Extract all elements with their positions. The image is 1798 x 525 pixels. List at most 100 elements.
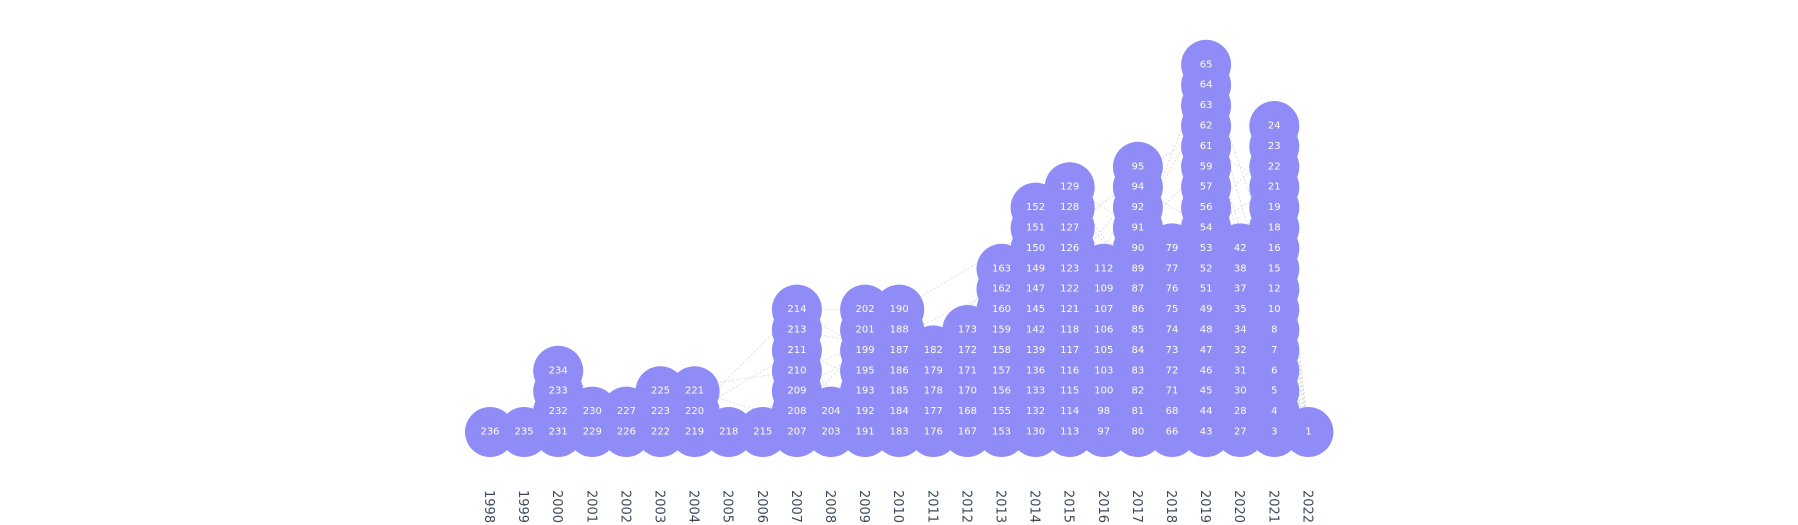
year-tick-label: 2011: [924, 490, 939, 523]
paper-node-label: 210: [787, 365, 806, 376]
paper-node-label: 158: [992, 345, 1011, 356]
paper-node-label: 232: [549, 406, 568, 417]
paper-node-label: 227: [617, 406, 636, 417]
paper-node-label: 195: [856, 365, 875, 376]
paper-node-label: 142: [1026, 325, 1045, 336]
year-tick-label: 2008: [822, 490, 837, 523]
paper-node-label: 94: [1132, 182, 1145, 193]
year-tick-label: 2000: [549, 490, 564, 523]
paper-node-label: 177: [924, 406, 943, 417]
paper-node-label: 59: [1200, 161, 1213, 172]
paper-node-label: 106: [1094, 325, 1113, 336]
paper-node-label: 72: [1166, 365, 1179, 376]
paper-node-label: 35: [1234, 304, 1247, 315]
year-tick-label: 2019: [1197, 490, 1212, 523]
paper-node-label: 105: [1094, 345, 1113, 356]
paper-node[interactable]: [1181, 39, 1232, 90]
paper-node[interactable]: [771, 284, 822, 335]
paper-node-label: 47: [1200, 345, 1213, 356]
paper-node-label: 218: [719, 427, 738, 438]
paper-node-label: 27: [1234, 427, 1247, 438]
paper-node[interactable]: [1112, 141, 1163, 192]
paper-node-label: 75: [1166, 304, 1179, 315]
paper-node-label: 63: [1200, 100, 1213, 111]
year-tick-label: 2014: [1027, 490, 1042, 523]
paper-node-label: 226: [617, 427, 636, 438]
paper-node-label: 30: [1234, 386, 1247, 397]
paper-node-label: 160: [992, 304, 1011, 315]
paper-node-label: 103: [1094, 365, 1113, 376]
paper-node-label: 76: [1166, 284, 1179, 295]
paper-node-label: 114: [1060, 406, 1079, 417]
paper-node-label: 46: [1200, 365, 1213, 376]
paper-node-label: 42: [1234, 243, 1247, 254]
paper-node-label: 34: [1234, 325, 1247, 336]
paper-node-label: 23: [1268, 141, 1281, 152]
paper-node-label: 89: [1132, 263, 1145, 274]
year-tick-label: 2001: [583, 490, 598, 523]
paper-node-label: 68: [1166, 406, 1179, 417]
paper-node-label: 126: [1060, 243, 1079, 254]
paper-node-label: 21: [1268, 182, 1281, 193]
paper-node-label: 48: [1200, 325, 1213, 336]
paper-node-label: 192: [856, 406, 875, 417]
paper-node-label: 163: [992, 263, 1011, 274]
paper-node-label: 236: [480, 427, 499, 438]
paper-node-label: 65: [1200, 59, 1213, 70]
paper-node-label: 12: [1268, 284, 1281, 295]
citation-link: [660, 370, 797, 392]
year-tick-label: 2012: [958, 490, 973, 523]
paper-node-label: 187: [890, 345, 909, 356]
paper-node-label: 22: [1268, 161, 1281, 172]
year-tick-label: 1999: [515, 490, 530, 523]
paper-node-label: 191: [856, 427, 875, 438]
paper-node-label: 83: [1132, 365, 1145, 376]
paper-node[interactable]: [1044, 162, 1095, 213]
year-tick-label: 2016: [1095, 490, 1110, 523]
paper-node-label: 6: [1271, 365, 1277, 376]
paper-node-label: 129: [1060, 182, 1079, 193]
paper-node-label: 8: [1271, 325, 1277, 336]
paper-node-label: 64: [1200, 80, 1213, 91]
paper-node-label: 219: [685, 427, 704, 438]
paper-node-label: 90: [1132, 243, 1145, 254]
paper-node-label: 15: [1268, 263, 1281, 274]
paper-node-label: 170: [958, 386, 977, 397]
paper-node-label: 204: [821, 406, 840, 417]
paper-node-label: 98: [1097, 406, 1110, 417]
paper-node-label: 1: [1305, 427, 1311, 438]
paper-node-label: 184: [890, 406, 909, 417]
year-tick-label: 2007: [788, 490, 803, 523]
paper-node-label: 208: [787, 406, 806, 417]
paper-node-label: 80: [1132, 427, 1145, 438]
paper-node-label: 49: [1200, 304, 1213, 315]
paper-node-label: 220: [685, 406, 704, 417]
year-tick-label: 2005: [720, 490, 735, 523]
paper-node-label: 173: [958, 325, 977, 336]
paper-node-label: 19: [1268, 202, 1281, 213]
paper-node[interactable]: [874, 284, 925, 335]
year-tick-label: 2013: [993, 490, 1008, 523]
paper-node-label: 202: [856, 304, 875, 315]
paper-node-label: 45: [1200, 386, 1213, 397]
year-tick-label: 2010: [890, 490, 905, 523]
paper-node[interactable]: [669, 366, 720, 417]
paper-node-label: 115: [1060, 386, 1079, 397]
paper-node-label: 159: [992, 325, 1011, 336]
paper-node-label: 179: [924, 365, 943, 376]
paper-node[interactable]: [533, 345, 584, 396]
paper-node-label: 149: [1026, 263, 1045, 274]
paper-node[interactable]: [1283, 407, 1334, 457]
paper-node-label: 51: [1200, 284, 1213, 295]
paper-node-label: 229: [583, 427, 602, 438]
paper-node-label: 73: [1166, 345, 1179, 356]
paper-node-label: 54: [1200, 223, 1213, 234]
paper-node-label: 150: [1026, 243, 1045, 254]
paper-node-label: 193: [856, 386, 875, 397]
paper-node-label: 183: [890, 427, 909, 438]
paper-node-label: 178: [924, 386, 943, 397]
paper-node-label: 82: [1132, 386, 1145, 397]
paper-node-label: 215: [753, 427, 772, 438]
paper-node[interactable]: [1249, 101, 1300, 151]
